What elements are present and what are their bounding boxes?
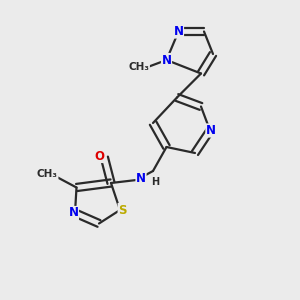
Text: H: H xyxy=(152,177,160,188)
Text: N: N xyxy=(173,25,184,38)
Text: CH₃: CH₃ xyxy=(128,62,149,73)
Text: N: N xyxy=(136,172,146,185)
Text: O: O xyxy=(94,149,104,163)
Text: N: N xyxy=(206,124,216,137)
Text: CH₃: CH₃ xyxy=(37,169,58,179)
Text: S: S xyxy=(118,203,127,217)
Text: N: N xyxy=(68,206,79,220)
Text: N: N xyxy=(161,53,172,67)
